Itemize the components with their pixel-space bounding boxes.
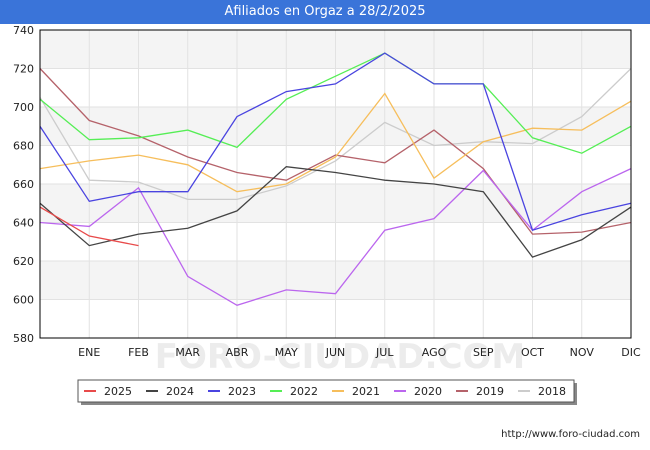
chart-canvas: FORO-CIUDAD.COM 580 600 620 640 660 680 700 720… (13, 24, 641, 405)
x-axis: ENE FEB MAR ABR MAY JUN JUL AGO SEP OCT NOV DIC (78, 346, 641, 359)
legend-label-2018: 2018 (538, 385, 566, 398)
plot-frame (39, 29, 632, 339)
y-tick-label: 620 (13, 255, 34, 268)
legend-label-2023: 2023 (228, 385, 256, 398)
x-tick-label: JUL (375, 346, 394, 359)
legend-label-2020: 2020 (414, 385, 442, 398)
legend-label-2025: 2025 (104, 385, 132, 398)
x-tick-label: DIC (621, 346, 641, 359)
x-tick-label: ABR (226, 346, 249, 359)
x-tick-label: JUN (325, 346, 346, 359)
y-axis: 580 600 620 640 660 680 700 720 740 (13, 24, 34, 345)
y-tick-label: 660 (13, 178, 34, 191)
y-tick-label: 680 (13, 140, 34, 153)
y-tick-label: 580 (13, 332, 34, 345)
y-tick-label: 600 (13, 294, 34, 307)
legend-label-2021: 2021 (352, 385, 380, 398)
series-line-2025 (39, 206, 139, 247)
x-tick-label: SEP (473, 346, 494, 359)
x-tick-label: ENE (78, 346, 100, 359)
y-tick-label: 640 (13, 217, 34, 230)
source-url: http://www.foro-ciudad.com (501, 429, 640, 440)
series-line-2021 (39, 92, 632, 193)
series-line-2018 (39, 68, 632, 201)
series-line-2019 (39, 68, 632, 235)
x-tick-label: MAR (175, 346, 200, 359)
x-tick-label: OCT (521, 346, 544, 359)
x-tick-label: AGO (422, 346, 447, 359)
legend-box (77, 379, 575, 403)
legend-label-2024: 2024 (166, 385, 194, 398)
legend: 2025 2024 2023 2022 2021 2020 2019 2018 (77, 379, 577, 405)
watermark: FORO-CIUDAD.COM (155, 337, 526, 377)
chart-title: Afiliados en Orgaz a 28/2/2025 (0, 0, 650, 24)
y-tick-label: 720 (13, 63, 34, 76)
series-layer (39, 52, 632, 307)
x-tick-label: MAY (275, 346, 298, 359)
series-line-2022 (39, 52, 632, 154)
legend-label-2019: 2019 (476, 385, 504, 398)
series-line-2023 (39, 52, 632, 232)
x-tick-label: NOV (570, 346, 595, 359)
x-tick-label: FEB (128, 346, 149, 359)
series-line-2024 (39, 166, 632, 258)
y-tick-label: 740 (13, 24, 34, 37)
legend-label-2022: 2022 (290, 385, 318, 398)
y-tick-label: 700 (13, 101, 34, 114)
